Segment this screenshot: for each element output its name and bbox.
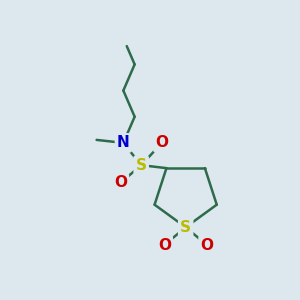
Text: O: O: [155, 135, 169, 150]
Text: S: S: [136, 158, 147, 173]
Text: O: O: [158, 238, 171, 253]
Text: S: S: [180, 220, 191, 235]
Text: N: N: [117, 135, 130, 150]
Text: O: O: [114, 176, 127, 190]
Text: O: O: [201, 238, 214, 253]
